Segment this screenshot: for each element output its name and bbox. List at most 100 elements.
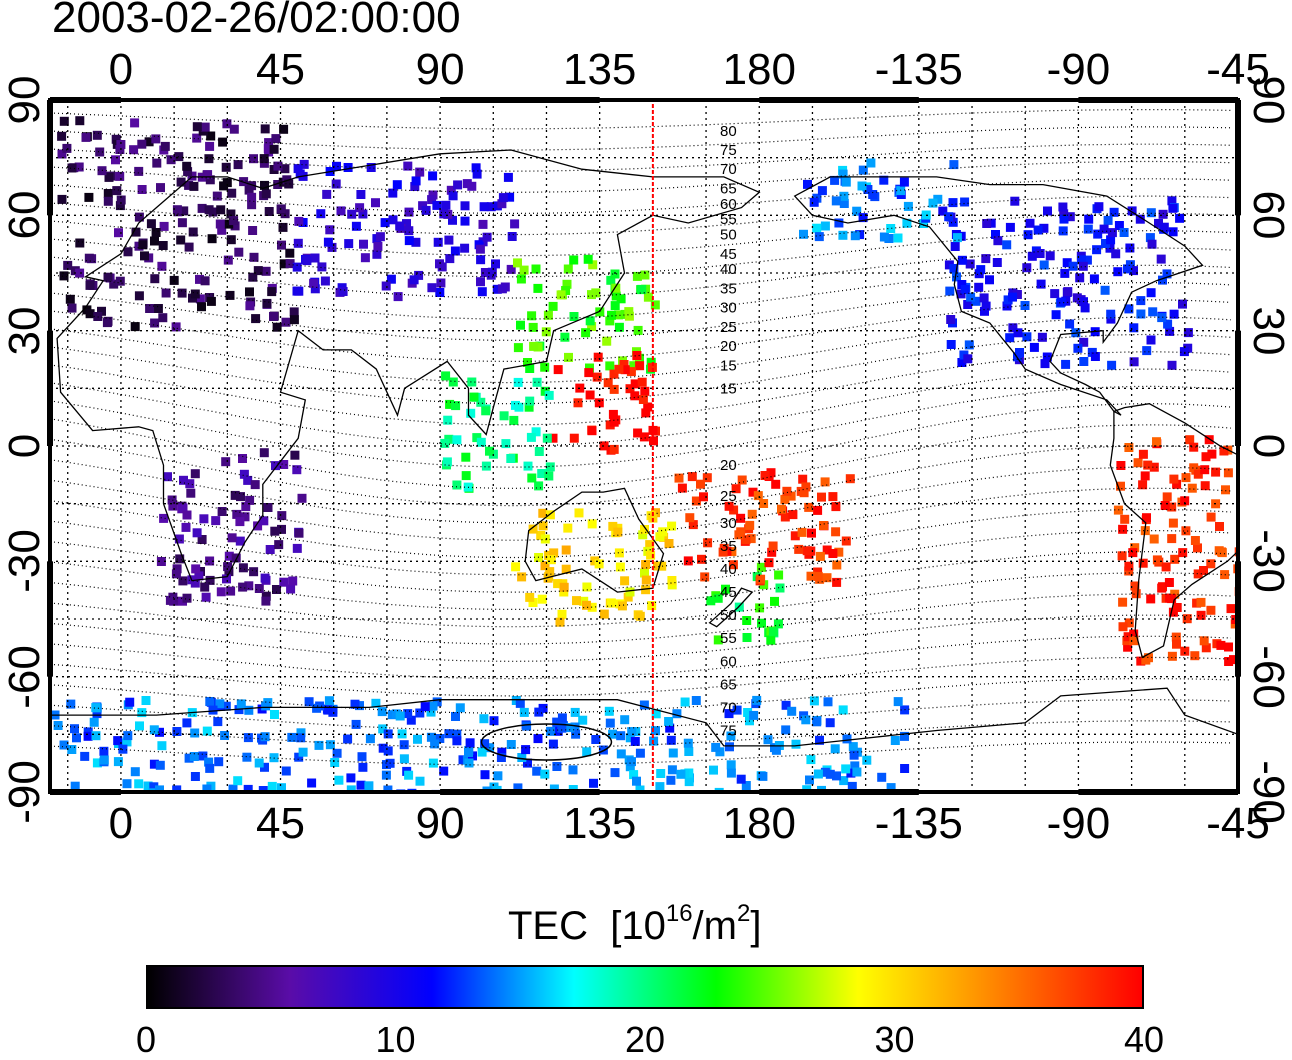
tec-cell [1062, 258, 1072, 268]
tec-cell [900, 731, 909, 741]
tec-cell [832, 771, 841, 781]
tec-cell [743, 708, 753, 717]
tec-cell [156, 183, 165, 193]
tec-cell [172, 727, 182, 736]
tec-cell [552, 762, 562, 771]
tec-cell [863, 185, 873, 194]
tec-cell [248, 226, 258, 235]
tec-cell [125, 697, 135, 707]
y-tick-label-left: 0 [0, 433, 49, 459]
tec-cell [635, 361, 645, 371]
tec-cell [351, 221, 361, 231]
tec-cell [517, 753, 527, 762]
contour-label: 30 [720, 300, 737, 317]
tec-cell [588, 260, 598, 270]
tec-cell [699, 492, 708, 502]
tec-cell [289, 307, 299, 317]
tec-cell [1219, 446, 1229, 456]
tec-cell [452, 480, 462, 490]
tec-cell [1065, 319, 1075, 329]
tec-cell [171, 322, 181, 332]
x-tick-label-top: -90 [1046, 45, 1111, 94]
tec-cell [702, 473, 712, 483]
tec-cell [238, 454, 247, 463]
tec-cell [1187, 483, 1197, 493]
tec-cell [426, 707, 436, 717]
tec-cell [742, 633, 752, 642]
x-tick-label-top: 45 [256, 45, 305, 94]
tec-cell [1204, 435, 1214, 445]
tec-cell [620, 576, 630, 586]
tec-cell [850, 761, 860, 771]
tec-cell [229, 124, 239, 134]
tec-cell [150, 318, 160, 328]
tec-cell [1022, 263, 1032, 273]
tec-cell [364, 781, 374, 791]
tec-cell [553, 579, 563, 589]
tec-cell [1135, 214, 1145, 224]
tec-cell [1065, 212, 1075, 222]
tec-cell [176, 235, 186, 245]
tec-cell [893, 233, 903, 243]
tec-cell [111, 155, 120, 165]
tec-cell [271, 461, 280, 471]
tec-cell [667, 765, 677, 775]
tec-cell [265, 545, 275, 554]
tec-cell [332, 161, 341, 171]
tec-cell [1152, 437, 1161, 447]
tec-cell [415, 776, 425, 786]
tec-cell [591, 735, 601, 744]
tec-cell [548, 739, 558, 749]
tec-cell [259, 154, 269, 164]
tec-cell [556, 290, 566, 300]
tec-cell [1056, 297, 1066, 307]
tec-cell [452, 435, 462, 445]
tec-cell [685, 513, 695, 523]
tec-cell [336, 206, 346, 216]
tec-cell [1075, 273, 1085, 283]
tec-cell [879, 175, 889, 185]
y-tick-label-right: 90 [1244, 75, 1292, 125]
tec-cell [1136, 309, 1146, 319]
y-tick-label-left: 30 [0, 306, 49, 356]
tec-cell [1130, 581, 1140, 591]
tec-cell [293, 164, 303, 174]
tec-cell [928, 198, 938, 208]
tec-cell [1168, 203, 1178, 213]
tec-cell [1106, 314, 1116, 324]
tec-cell [292, 465, 302, 475]
tec-cell [66, 699, 76, 709]
tec-cell [192, 133, 202, 143]
contour-label: 35 [720, 538, 737, 555]
tec-cell [499, 411, 509, 421]
tec-cell [1136, 296, 1146, 306]
tec-cell [287, 732, 297, 742]
tec-cell [900, 764, 910, 773]
tec-cell [513, 783, 523, 792]
tec-cell [1167, 594, 1177, 604]
tec-cell [850, 231, 860, 241]
tec-cell [527, 311, 537, 321]
tec-cell [236, 492, 245, 502]
tec-cell [1189, 442, 1199, 452]
tec-cell [112, 186, 122, 196]
tec-cell [767, 547, 777, 557]
tec-cell [574, 508, 584, 518]
tec-cell [1131, 589, 1141, 599]
tec-cell [1217, 548, 1227, 558]
tec-cell [233, 160, 243, 170]
tec-cell [952, 233, 962, 243]
tec-cell [1107, 360, 1117, 370]
tec-cell [1022, 332, 1032, 342]
tec-cell [1249, 627, 1258, 636]
tec-cell [1129, 357, 1139, 367]
tec-cell [1231, 615, 1238, 624]
tec-cell [610, 269, 620, 279]
tec-cell [360, 253, 370, 263]
tec-cell [510, 219, 520, 229]
tec-cell [773, 619, 783, 629]
tec-cell [174, 152, 184, 162]
tec-cell [91, 703, 101, 713]
tec-cell [725, 742, 734, 752]
tec-cell [635, 785, 645, 792]
